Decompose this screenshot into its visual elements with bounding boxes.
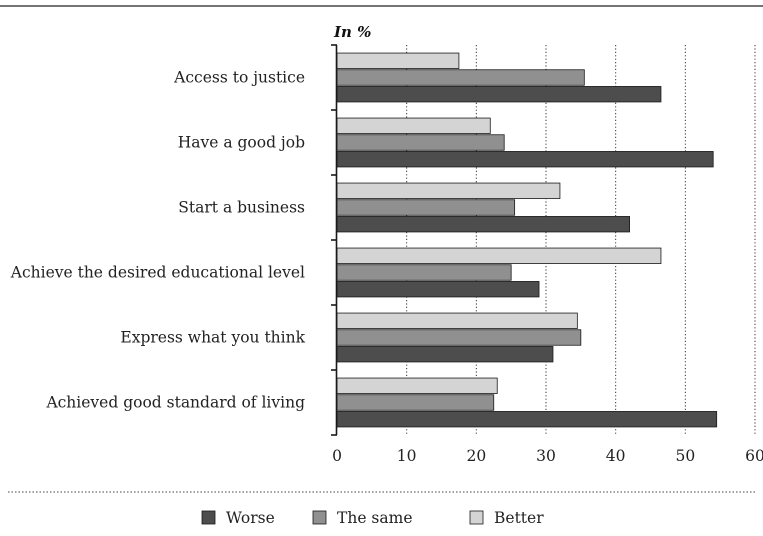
legend-swatch-better — [469, 510, 484, 525]
bar-the-same-5 — [336, 394, 495, 411]
x-axis-ticks: 0 10 20 30 40 50 60 — [332, 447, 763, 465]
legend: Worse The same Better — [201, 509, 544, 527]
bar-better-1 — [336, 117, 491, 134]
y-axis: Access to justice Have a good job Start a … — [10, 44, 338, 436]
x-tick-label: 60 — [745, 447, 763, 465]
x-tick-label: 30 — [536, 447, 556, 465]
grid — [406, 45, 756, 435]
bar-worse-3 — [336, 281, 540, 298]
bars — [336, 52, 718, 428]
category-label: Achieved good standard of living — [45, 394, 305, 412]
bar-the-same-4 — [336, 329, 582, 346]
bar-better-5 — [336, 377, 498, 394]
legend-label: Better — [494, 509, 544, 527]
bar-worse-2 — [336, 216, 631, 233]
x-tick-label: 40 — [606, 447, 626, 465]
legend-label: The same — [337, 509, 413, 527]
x-tick-label: 20 — [466, 447, 486, 465]
legend-label: Worse — [226, 509, 275, 527]
bar-better-4 — [336, 312, 578, 329]
x-tick-label: 50 — [675, 447, 695, 465]
unit-label: In % — [333, 23, 371, 41]
x-tick-label: 10 — [397, 447, 417, 465]
bar-better-3 — [336, 247, 662, 264]
bar-better-2 — [336, 182, 561, 199]
bar-worse-0 — [336, 86, 662, 103]
bar-the-same-2 — [336, 199, 516, 216]
bar-the-same-3 — [336, 264, 512, 281]
bar-worse-5 — [336, 411, 718, 428]
bar-worse-4 — [336, 346, 554, 363]
bar-worse-1 — [336, 151, 714, 168]
bar-the-same-1 — [336, 134, 505, 151]
bar-the-same-0 — [336, 69, 585, 86]
category-label: Express what you think — [120, 329, 305, 347]
bar-better-0 — [336, 52, 460, 69]
x-tick-label: 0 — [332, 447, 342, 465]
legend-swatch-the-same — [312, 510, 327, 525]
category-label: Have a good job — [178, 134, 305, 152]
category-label: Access to justice — [173, 69, 305, 87]
category-label: Achieve the desired educational level — [10, 264, 305, 282]
category-label: Start a business — [178, 199, 305, 217]
legend-swatch-worse — [201, 510, 216, 525]
